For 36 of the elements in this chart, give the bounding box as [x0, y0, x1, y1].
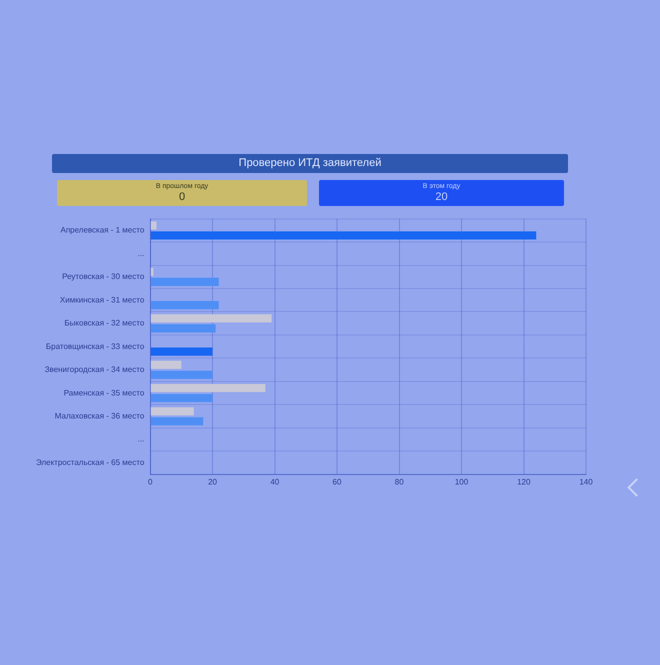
- x-tick-label: 100: [454, 477, 469, 486]
- y-tick-label: Раменская - 35 место: [64, 388, 145, 398]
- bar: [150, 407, 194, 416]
- x-tick-label: 140: [579, 477, 594, 486]
- y-tick-label: Звенигородская - 34 место: [44, 365, 145, 374]
- x-tick-label: 60: [332, 477, 342, 486]
- chart-title: Проверено ИТД заявителей: [52, 154, 568, 173]
- y-tick-label: Апрелевская - 1 место: [60, 226, 145, 235]
- bar: [150, 348, 213, 356]
- y-tick-label: Электростальская - 65 место: [36, 458, 145, 467]
- y-tick-label: Быковская - 32 место: [64, 318, 145, 328]
- x-tick-label: 80: [394, 477, 404, 486]
- x-tick-label: 0: [148, 477, 154, 486]
- bar: [150, 417, 204, 426]
- y-tick-label: ...: [138, 434, 144, 444]
- y-tick-label: Реутовская - 30 место: [62, 272, 145, 282]
- bar: [150, 324, 216, 332]
- bar: [150, 360, 182, 369]
- bar: [150, 301, 219, 310]
- bar: [150, 394, 213, 402]
- x-tick-label: 20: [208, 477, 218, 486]
- y-tick-label: ...: [138, 248, 144, 258]
- bar: [150, 268, 154, 276]
- text: 0: [178, 191, 186, 203]
- bar: [150, 370, 213, 379]
- y-tick-label: Малаховская - 36 место: [54, 412, 145, 421]
- x-tick-label: 120: [517, 477, 531, 486]
- bar: [150, 231, 536, 240]
- bar: [150, 221, 156, 230]
- bar: [150, 278, 219, 286]
- y-tick-label: Братовщинская - 33 место: [46, 342, 145, 351]
- bar: [150, 384, 266, 392]
- y-tick-label: Химкинская - 31 место: [60, 295, 145, 304]
- x-tick-label: 40: [270, 477, 280, 486]
- text: 20: [434, 191, 449, 203]
- bar: [150, 314, 272, 322]
